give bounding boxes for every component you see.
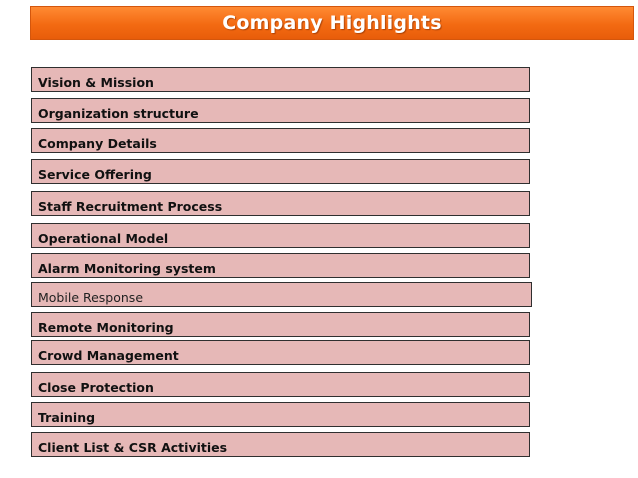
topic-mobile-response[interactable]: Mobile Response <box>31 282 532 307</box>
topic-service-offering[interactable]: Service Offering <box>31 159 530 184</box>
topic-crowd-management[interactable]: Crowd Management <box>31 340 530 365</box>
topic-staff-recruitment-process[interactable]: Staff Recruitment Process <box>31 191 530 216</box>
topic-company-details[interactable]: Company Details <box>31 128 530 153</box>
topic-label: Training <box>38 410 96 425</box>
topic-organization-structure[interactable]: Organization structure <box>31 98 530 123</box>
topic-label: Vision & Mission <box>38 75 154 90</box>
topic-label: Service Offering <box>38 167 152 182</box>
topic-client-list-csr[interactable]: Client List & CSR Activities <box>31 432 530 457</box>
topic-label: Remote Monitoring <box>38 320 174 335</box>
topic-label: Operational Model <box>38 231 169 246</box>
topic-training[interactable]: Training <box>31 402 530 427</box>
topic-label: Client List & CSR Activities <box>38 440 228 455</box>
topic-label: Crowd Management <box>38 348 179 363</box>
title-banner: Company Highlights <box>30 6 634 40</box>
page-title: Company Highlights <box>222 12 442 34</box>
topic-label: Staff Recruitment Process <box>38 199 223 214</box>
topic-label: Organization structure <box>38 106 199 121</box>
topic-close-protection[interactable]: Close Protection <box>31 372 530 397</box>
topic-label: Mobile Response <box>38 290 144 305</box>
topic-operational-model[interactable]: Operational Model <box>31 223 530 248</box>
topic-label: Alarm Monitoring system <box>38 261 216 276</box>
topic-alarm-monitoring-system[interactable]: Alarm Monitoring system <box>31 253 530 278</box>
topic-label: Company Details <box>38 136 157 151</box>
topic-vision-mission[interactable]: Vision & Mission <box>31 67 530 92</box>
topic-remote-monitoring[interactable]: Remote Monitoring <box>31 312 530 337</box>
topic-label: Close Protection <box>38 380 154 395</box>
